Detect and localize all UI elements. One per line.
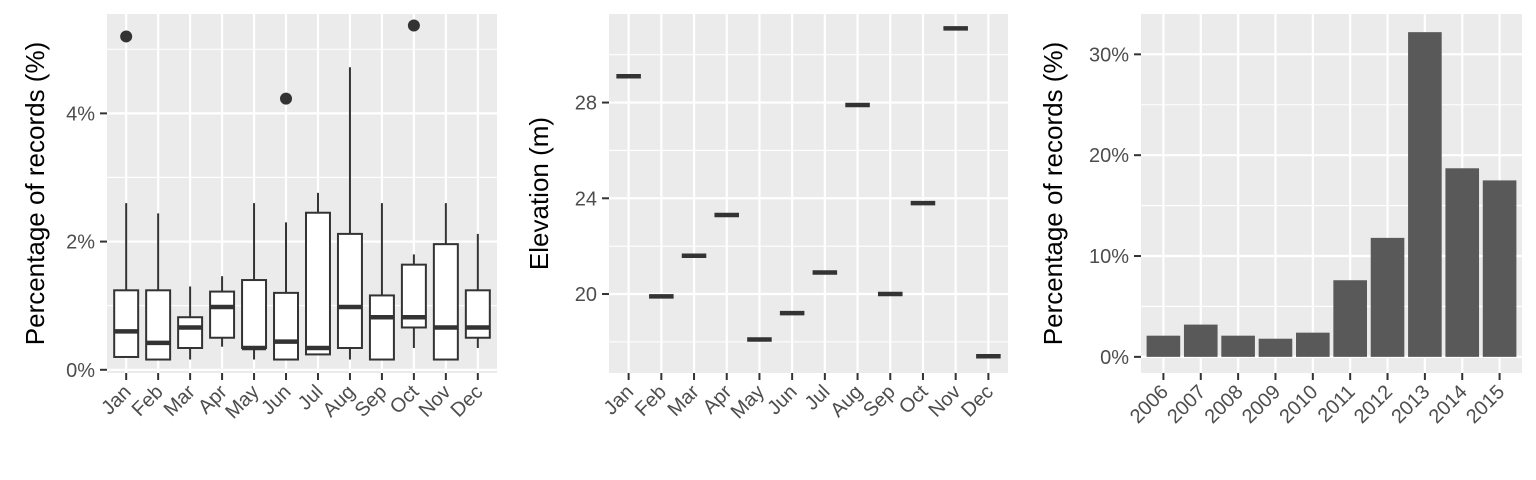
box	[304, 192, 331, 356]
yearly-percentage-bar-chart: 0% 10% 20% 30% 2006200720082009201020112012…	[1038, 14, 1522, 428]
box-body	[432, 243, 459, 361]
x-tick-label: Mar	[664, 381, 704, 421]
bar-marks	[1146, 32, 1517, 357]
x-tick-label: 2011	[1314, 381, 1360, 427]
bar	[1408, 32, 1442, 357]
box	[209, 276, 236, 347]
box	[400, 19, 427, 348]
x-tick-label: 2010	[1275, 381, 1322, 428]
y-axis-title: Percentage of records (%)	[1038, 42, 1068, 345]
box	[113, 30, 140, 358]
y-tick-label: 24	[575, 188, 597, 210]
monthly-percentage-boxplot: 0% 2% 4% JanFebMarAprMayJunJulAugSepOctNov…	[20, 14, 497, 423]
y-axis-title: Percentage of records (%)	[20, 42, 50, 345]
bar	[1221, 335, 1255, 357]
x-tick-label: 2008	[1201, 381, 1248, 428]
x-tick-label: Aug	[826, 381, 867, 422]
outlier-point	[280, 92, 293, 105]
x-tick-label: May	[221, 381, 263, 423]
x-tick-label: 2009	[1238, 381, 1285, 428]
x-tick-label: Mar	[160, 381, 200, 421]
x-tick-label: May	[727, 381, 769, 423]
y-tick-label: 28	[575, 93, 597, 115]
x-tick-label: 2007	[1163, 381, 1210, 428]
box-body	[145, 289, 172, 361]
y-tick-label: 0%	[66, 360, 95, 382]
box	[464, 233, 491, 348]
boxplot-marks	[616, 26, 1001, 359]
x-tick-label: Feb	[128, 381, 168, 421]
box-body	[464, 289, 491, 339]
boxplot-marks	[113, 19, 491, 361]
box-body	[336, 232, 363, 349]
y-tick-label: 0%	[1100, 347, 1129, 369]
box	[432, 203, 459, 361]
y-tick-label: 30%	[1089, 44, 1129, 66]
x-tick-label: Sep	[859, 381, 900, 422]
x-tick-label: Sep	[351, 381, 392, 422]
x-tick-label: Aug	[319, 381, 360, 422]
x-tick-label: Dec	[447, 381, 488, 422]
y-axis-title: Elevation (m)	[524, 117, 554, 270]
box-body	[113, 289, 140, 358]
panel-background	[107, 14, 497, 373]
box-body	[368, 294, 395, 361]
grid-lines	[609, 14, 1008, 373]
box	[241, 203, 268, 360]
panel-background	[609, 14, 1008, 373]
x-tick-label: Nov	[415, 381, 456, 422]
x-tick-label: 2014	[1425, 381, 1472, 428]
bar	[1445, 168, 1480, 357]
box	[177, 286, 204, 360]
y-tick-label: 2%	[66, 232, 95, 254]
x-tick-label: 2006	[1126, 381, 1173, 428]
y-tick-label: 20%	[1089, 145, 1129, 167]
box-body	[209, 290, 236, 339]
y-axis-ticks: 0% 2% 4%	[66, 103, 107, 382]
x-tick-label: Oct	[386, 381, 424, 419]
x-tick-label: 2015	[1462, 381, 1509, 428]
bar	[1183, 324, 1218, 357]
box	[368, 203, 395, 361]
y-tick-label: 4%	[66, 103, 95, 125]
box-body	[273, 291, 300, 361]
box	[145, 213, 172, 361]
x-tick-label: Jan	[97, 381, 135, 419]
bar	[1370, 237, 1405, 357]
x-tick-label: Nov	[924, 381, 965, 422]
bar	[1258, 338, 1293, 357]
bar	[1146, 335, 1181, 357]
x-tick-label: Jan	[600, 381, 638, 419]
y-axis-ticks: 20 24 28	[575, 93, 609, 306]
x-tick-label: Oct	[895, 381, 933, 419]
y-axis-ticks: 0% 10% 20% 30%	[1089, 44, 1141, 369]
outlier-point	[120, 30, 133, 43]
box	[273, 92, 300, 361]
x-tick-label: 2012	[1350, 381, 1397, 428]
outlier-point	[407, 19, 420, 32]
y-tick-label: 20	[575, 284, 597, 306]
bar	[1482, 180, 1517, 357]
bar	[1296, 332, 1330, 357]
box-body	[241, 279, 268, 349]
bar	[1333, 280, 1367, 357]
y-tick-label: 10%	[1089, 246, 1129, 268]
box-body	[177, 316, 204, 349]
x-tick-label: Jun	[257, 381, 295, 419]
box-body	[400, 263, 427, 329]
x-tick-label: Dec	[957, 381, 998, 422]
box	[336, 67, 363, 360]
box-body	[304, 211, 331, 356]
x-tick-label: Feb	[631, 381, 671, 421]
x-tick-label: Jun	[763, 381, 801, 419]
x-tick-label: 2013	[1387, 381, 1434, 428]
